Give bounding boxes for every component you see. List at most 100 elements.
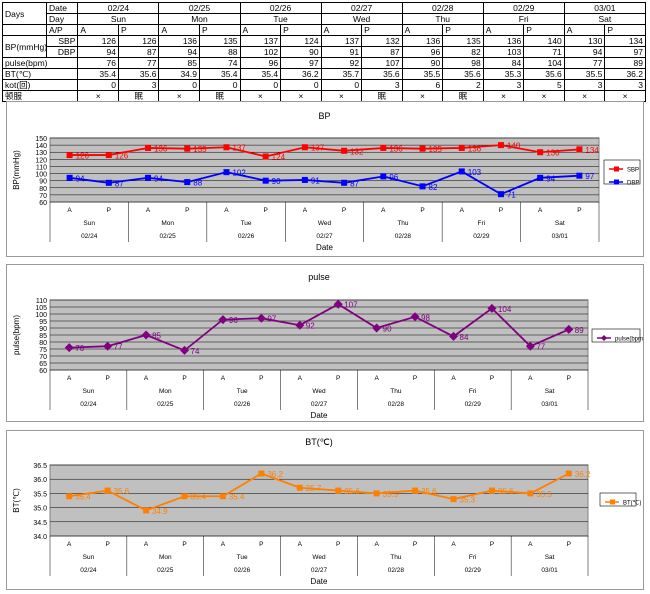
date-cell: 02/26 [239,2,322,14]
data-point [565,470,572,477]
ap-cell: A [239,24,282,36]
data-point [449,331,458,341]
sleep-cell: 眠 [117,90,160,102]
dbp-cell: 90 [280,46,322,58]
kot-cell: 6 [401,79,444,91]
sbp-cell: 135 [199,35,241,47]
ap-cell: A [77,24,119,36]
kot-cell: 3 [563,79,606,91]
date-cell: 02/25 [158,2,241,14]
pulse-cell: 84 [482,57,525,69]
y-tick-label: 85 [39,333,47,340]
y-tick-label: 34.5 [33,520,47,527]
x-date-label: 02/25 [157,567,174,574]
data-point [341,147,348,154]
y-tick-label: 100 [35,172,47,179]
row-label-pulse: pulse(bpm) [1,57,79,69]
x-date-label: 02/24 [80,567,97,574]
data-point [341,179,348,186]
data-label: 103 [468,168,482,177]
data-label: 35.5 [536,490,552,499]
x-tick-label: P [259,541,263,548]
y-axis-label: pulse(bpm) [12,315,21,355]
y-tick-label: 36.5 [33,463,47,470]
sleep-cell: × [320,90,363,102]
data-point [458,144,465,151]
sleep-cell: × [239,90,282,102]
row-label-sbp: SBP [45,35,79,47]
data-label: 132 [350,147,364,156]
dbp-cell: 88 [199,46,241,58]
kot-cell: 0 [199,79,241,91]
bp-chart-panel: BP 60 70 80 90 100 110 120 130 140 150 BP(mmHg) A P A P… [6,101,644,257]
sleep-cell: × [563,90,606,102]
date-cell: 02/28 [401,2,484,14]
data-point [576,146,583,153]
x-date-label: 02/24 [80,401,97,408]
data-label: 36.2 [575,470,591,479]
data-label: 35.7 [306,484,322,493]
pulse-cell: 85 [158,57,200,69]
row-label-date: Date [45,2,79,14]
legend-swatch-marker [610,499,615,505]
sleep-cell: × [158,90,200,102]
dbp-cell: 94 [158,46,200,58]
data-point [219,493,226,500]
data-label: 94 [76,174,85,183]
pulse-chart: pulse6065707580859095100105110pulse(bpm)… [12,272,643,420]
x-tick-label: A [221,541,226,548]
sbp-cell: 136 [158,35,200,47]
x-tick-label: P [490,375,494,382]
data-label: 126 [115,152,129,161]
data-label: 136 [468,144,482,153]
kot-cell: 0 [280,79,322,91]
x-tick-label: P [264,207,268,214]
data-label: 71 [507,191,516,200]
ap-cell: A [158,24,200,36]
bt-cell: 35.6 [442,68,484,80]
data-point [66,493,73,500]
x-tick-label: A [460,207,465,214]
pulse-chart-panel: pulse 60 65 70 75 80 85 90 95 100 105 110 pulse(bpm)… [6,264,644,422]
x-tick-label: P [336,541,340,548]
data-label: 91 [311,176,320,185]
x-day-label: Sat [545,554,555,561]
sbp-cell: 137 [320,35,363,47]
ap-cell: A [563,24,606,36]
x-day-label: Mon [159,554,172,561]
row-label-bt: BT(℃) [1,68,79,80]
data-label: 92 [306,322,315,331]
x-day-label: Wed [312,554,326,561]
data-label: 87 [115,179,124,188]
x-tick-label: A [224,207,229,214]
ap-cell: P [117,24,160,36]
row-label-kot: kot(回) [1,79,79,91]
data-label: 124 [272,153,286,162]
data-point [184,145,191,152]
data-label: 82 [429,183,438,192]
x-tick-label: A [451,541,456,548]
x-tick-label: A [374,375,379,382]
data-point [487,303,497,313]
row-label-days: Days [2,2,47,25]
x-tick-label: P [336,375,340,382]
bt-cell: 36.2 [604,68,646,80]
legend-swatch-marker [601,335,607,341]
series-line [69,472,570,512]
sbp-cell: 136 [482,35,525,47]
sbp-cell: 137 [239,35,282,47]
x-tick-label: A [221,375,226,382]
data-point [419,183,426,190]
sbp-cell: 126 [77,35,119,47]
y-tick-label: 35.0 [33,506,47,513]
dbp-cell: 94 [563,46,606,58]
sleep-cell: × [401,90,444,102]
x-tick-label: A [528,375,533,382]
pulse-cell: 77 [563,57,606,69]
ap-cell: P [361,24,403,36]
y-tick-label: 100 [35,312,47,319]
x-tick-label: P [413,541,417,548]
sleep-cell: × [280,90,322,102]
pulse-cell: 98 [442,57,484,69]
x-date-label: 02/27 [316,233,333,240]
